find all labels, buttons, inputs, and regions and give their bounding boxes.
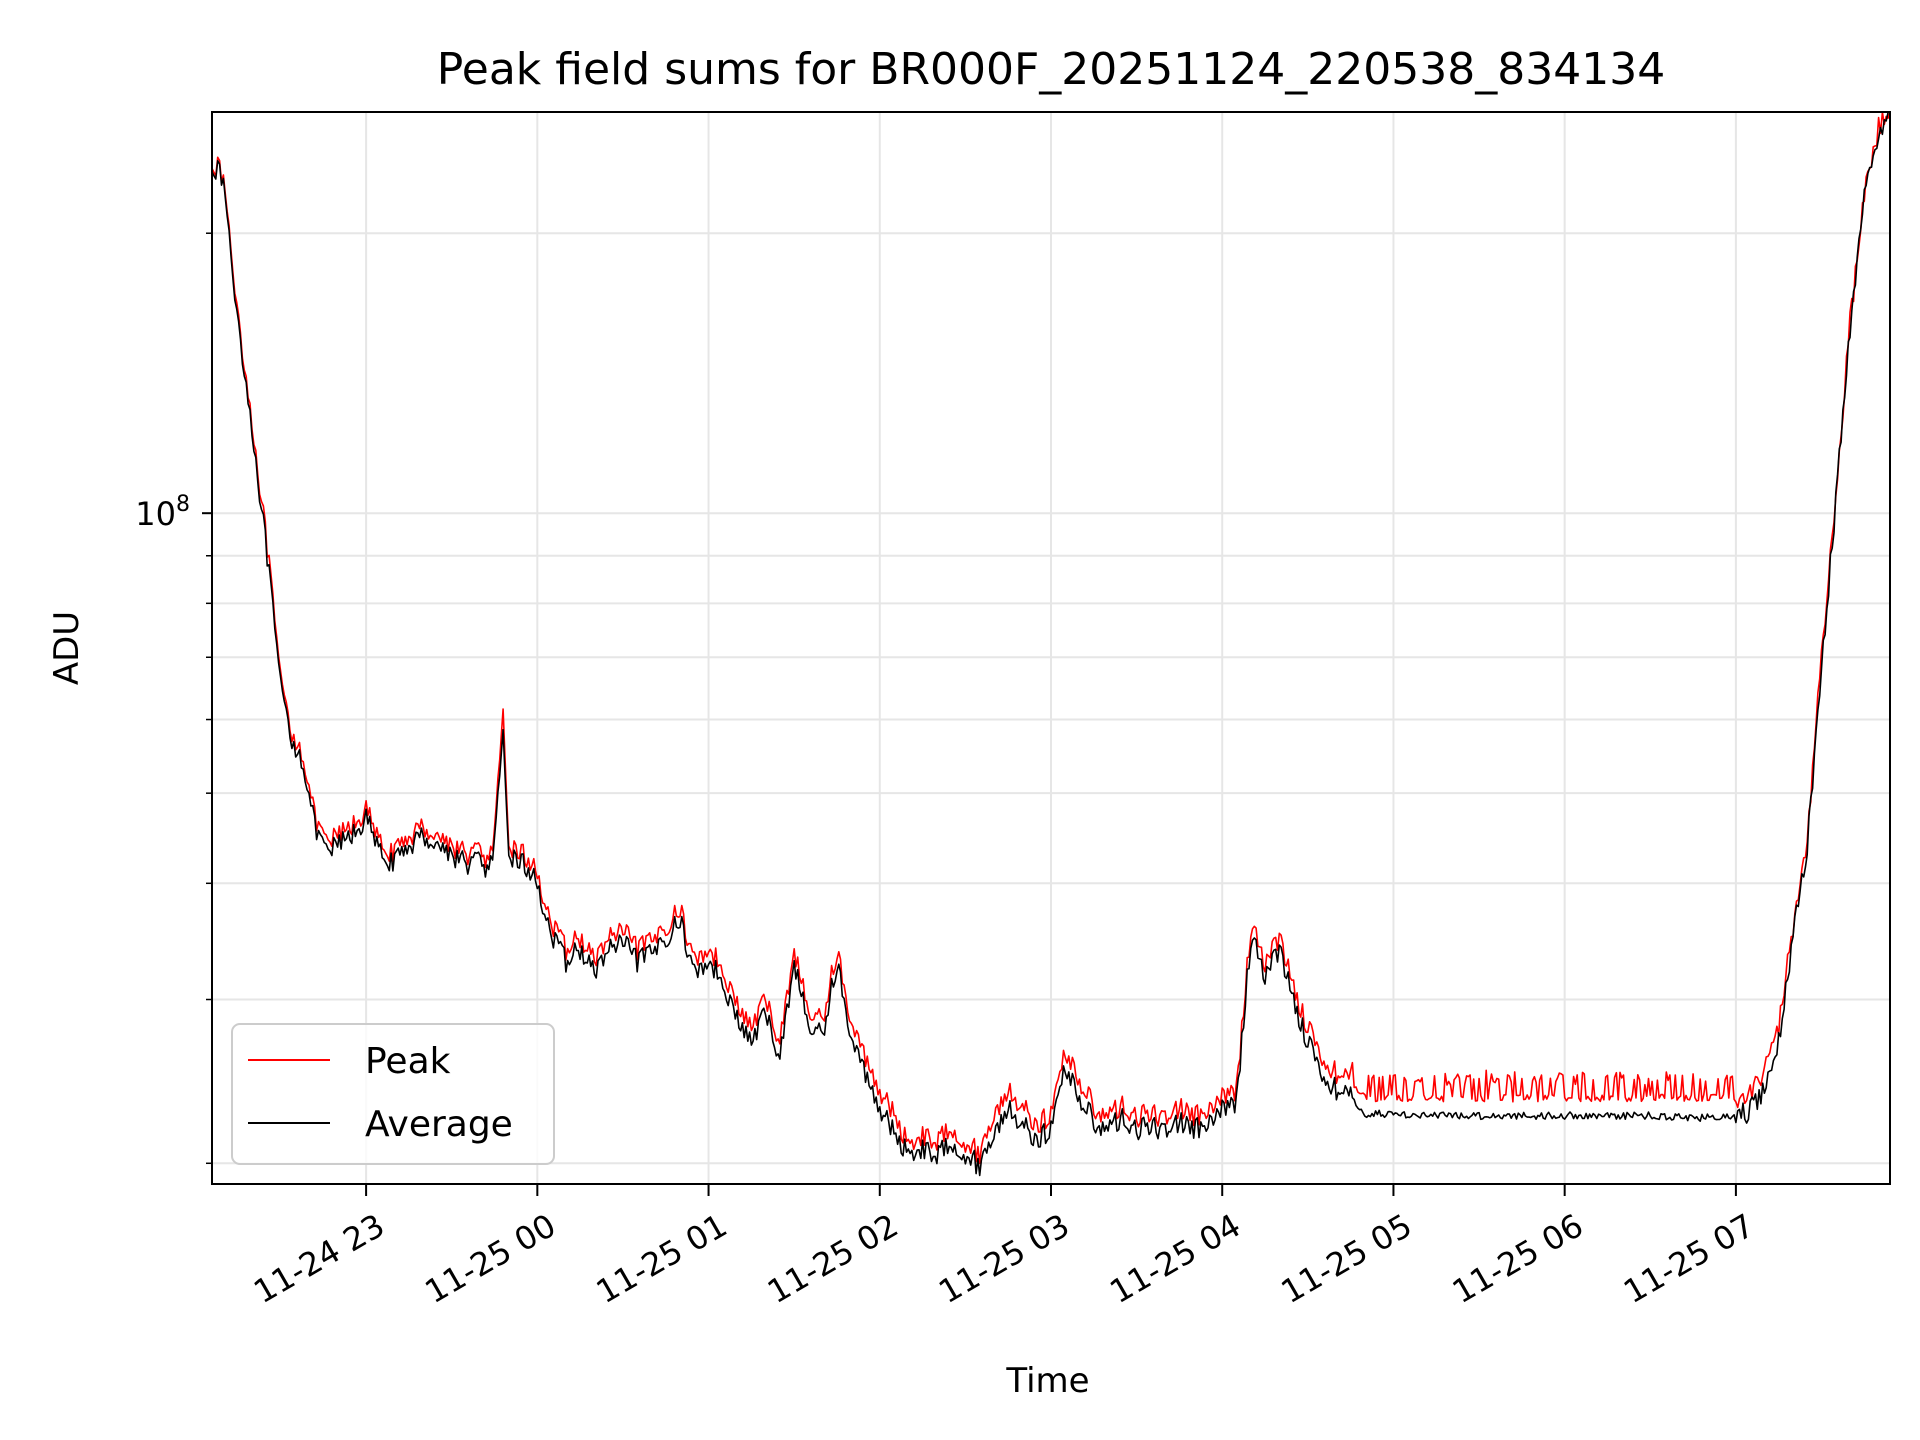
grid	[212, 112, 1890, 1184]
y-axis-label: ADU	[47, 611, 87, 685]
y-tick-label: 108	[135, 492, 190, 533]
x-axis-label: Time	[1005, 1361, 1089, 1401]
chart-title: Peak field sums for BR000F_20251124_2205…	[437, 44, 1665, 95]
y-tick-label-exponent: 8	[176, 492, 190, 517]
y-tick-label-base: 10	[135, 495, 176, 533]
legend-label-peak: Peak	[365, 1041, 451, 1082]
series-line-peak	[211, 111, 1891, 1165]
legend: Peak Average	[231, 1023, 555, 1165]
series-line-average	[211, 111, 1891, 1177]
series-layer	[211, 111, 1891, 1177]
legend-label-average: Average	[365, 1104, 513, 1145]
